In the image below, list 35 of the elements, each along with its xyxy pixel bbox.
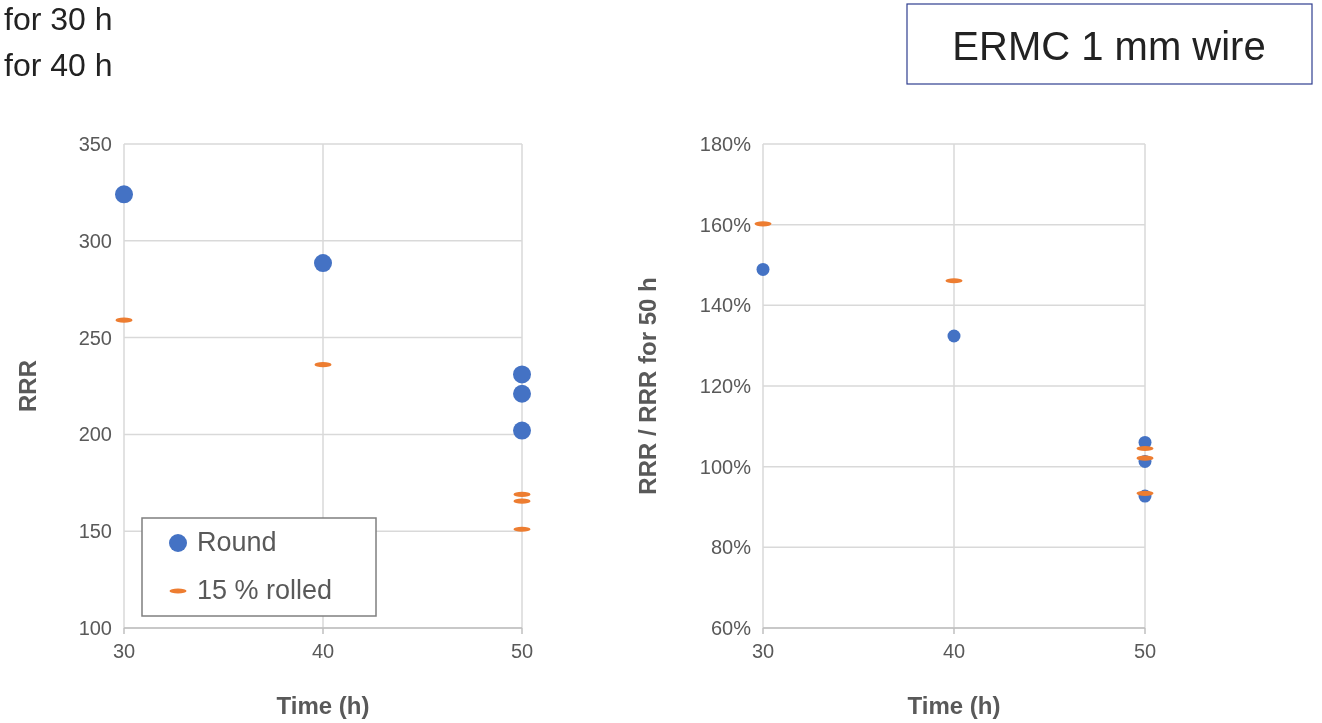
point bbox=[314, 254, 332, 273]
x-tick-label: 50 bbox=[1133, 640, 1157, 662]
y-tick-label: 100% bbox=[699, 455, 752, 478]
y-tick-label: 80% bbox=[710, 536, 752, 559]
text: ERMC 1 mm wire bbox=[952, 24, 1266, 68]
text: for 40 h bbox=[4, 47, 113, 83]
y-tick-label: 120% bbox=[699, 375, 752, 397]
y-tick-label: 180% bbox=[699, 133, 752, 155]
legend-label: 15 % rolled bbox=[197, 575, 333, 605]
y-tick-label: 100 bbox=[78, 617, 112, 639]
y-tick-label: 60% bbox=[710, 617, 752, 639]
x-tick-label: 50 bbox=[510, 640, 534, 662]
y-tick-label: 250 bbox=[78, 326, 112, 349]
text: for 30 h bbox=[4, 1, 113, 37]
y-axis-title: RRR bbox=[14, 360, 41, 412]
point bbox=[513, 421, 531, 440]
x-tick-label: 40 bbox=[942, 640, 966, 662]
point bbox=[115, 185, 133, 204]
y-tick-label: 160% bbox=[699, 213, 752, 236]
y-axis-title: RRR / RRR for 50 h bbox=[634, 277, 661, 495]
x-axis-title: Time (h) bbox=[276, 692, 370, 719]
y-tick-label: 350 bbox=[78, 133, 112, 155]
point bbox=[513, 365, 531, 384]
y-tick-label: 300 bbox=[78, 229, 112, 252]
y-tick-label: 150 bbox=[78, 520, 112, 543]
legend-label: Round bbox=[197, 527, 277, 557]
x-axis-title: Time (h) bbox=[907, 692, 1001, 719]
x-tick-label: 30 bbox=[751, 640, 775, 662]
y-tick-label: 140% bbox=[699, 294, 752, 317]
point bbox=[947, 329, 961, 343]
x-tick-label: 30 bbox=[112, 640, 136, 662]
point bbox=[513, 384, 531, 403]
y-tick-label: 200 bbox=[78, 423, 112, 446]
point bbox=[756, 262, 770, 276]
x-tick-label: 40 bbox=[311, 640, 335, 662]
